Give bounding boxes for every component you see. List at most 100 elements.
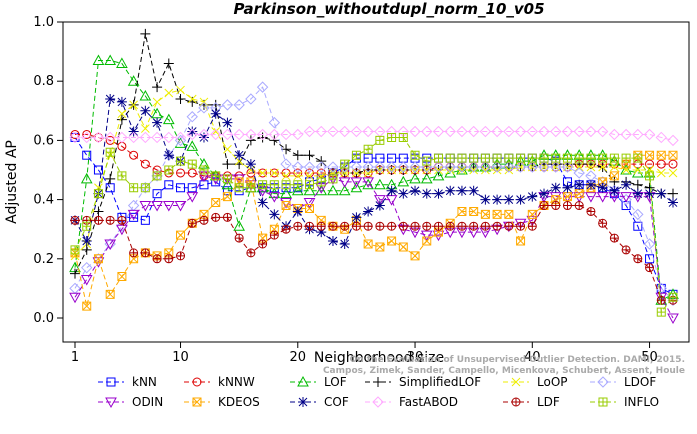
data-point <box>199 97 209 107</box>
data-point <box>316 156 327 167</box>
data-point <box>303 125 316 138</box>
data-point <box>374 195 386 206</box>
data-point <box>539 188 550 199</box>
data-point <box>281 180 291 190</box>
data-point <box>246 183 256 193</box>
data-point <box>432 169 445 181</box>
data-point <box>374 178 386 190</box>
data-point <box>139 131 152 144</box>
data-point <box>469 221 479 231</box>
data-point <box>105 215 115 225</box>
data-point <box>222 212 232 222</box>
data-point <box>280 187 292 199</box>
data-point <box>340 159 350 169</box>
data-point <box>527 209 537 219</box>
data-point <box>573 125 585 138</box>
data-point <box>258 239 268 249</box>
legend-item-ldf: LDF <box>503 395 560 409</box>
data-point <box>456 125 468 138</box>
data-point <box>245 135 256 146</box>
data-point <box>515 194 526 205</box>
legend-item-lof: LOF <box>290 375 347 389</box>
legend-item-knn: kNN <box>98 375 157 389</box>
data-point <box>176 230 186 240</box>
data-point <box>105 289 115 299</box>
data-point <box>620 128 632 141</box>
data-point <box>656 150 666 160</box>
data-point <box>561 161 574 173</box>
data-point <box>479 161 492 173</box>
data-point <box>621 245 631 255</box>
data-point <box>164 88 174 98</box>
series-line-ldf <box>75 205 673 301</box>
data-point <box>598 162 608 172</box>
data-point <box>223 144 232 154</box>
data-point <box>585 125 597 138</box>
data-point <box>82 129 92 139</box>
data-point <box>257 132 268 143</box>
data-point <box>164 180 174 190</box>
data-point <box>514 161 527 173</box>
data-point <box>93 254 103 264</box>
data-point <box>526 161 539 173</box>
data-point <box>398 221 408 231</box>
data-point <box>116 224 128 236</box>
data-point <box>186 128 198 141</box>
legend-label: INFLO <box>624 395 659 409</box>
data-point <box>93 189 103 199</box>
data-point <box>327 125 339 138</box>
data-point <box>410 150 420 160</box>
data-point <box>645 171 655 181</box>
data-point <box>550 182 561 193</box>
data-point <box>645 165 654 175</box>
data-point <box>668 292 678 302</box>
data-point <box>269 209 280 220</box>
data-point <box>69 131 81 144</box>
data-point <box>573 192 586 203</box>
data-point <box>492 209 502 219</box>
data-point <box>538 125 550 138</box>
data-point <box>609 233 619 243</box>
legend-label: KDEOS <box>218 395 260 409</box>
data-point <box>656 188 667 199</box>
data-point <box>645 263 655 273</box>
x-tick-label: 20 <box>290 350 307 365</box>
y-tick-label: 0.4 <box>33 193 54 208</box>
data-point <box>199 215 209 225</box>
data-point <box>433 221 443 231</box>
data-point <box>281 171 291 181</box>
data-point <box>492 194 503 205</box>
x-axis-label: Neighborhood size <box>314 350 444 366</box>
y-tick-label: 0.8 <box>33 74 54 89</box>
data-point <box>338 125 351 138</box>
data-point <box>221 99 234 111</box>
data-point <box>305 171 314 181</box>
credit-line-2: Campos, Zimek, Sander, Campello, Micenko… <box>323 366 685 376</box>
data-point <box>140 28 151 39</box>
data-point <box>211 171 221 181</box>
data-point <box>305 203 315 213</box>
series-loop <box>70 85 678 261</box>
data-point <box>105 147 115 157</box>
data-point <box>211 198 221 208</box>
legend-marker <box>373 377 383 387</box>
credit-line-1: On the Evaluation of Unsupervised Outlie… <box>350 355 685 365</box>
data-point <box>585 192 597 203</box>
data-point <box>222 159 233 170</box>
data-point <box>82 150 92 160</box>
data-point <box>151 107 163 119</box>
data-point <box>104 239 117 251</box>
data-point <box>316 171 326 181</box>
data-point <box>420 172 433 184</box>
data-point <box>268 128 281 141</box>
data-point <box>316 168 326 178</box>
legend-marker <box>297 375 309 387</box>
data-point <box>539 201 549 211</box>
data-point <box>70 251 80 261</box>
series-fastabod <box>69 125 679 147</box>
data-point <box>198 102 210 114</box>
data-point <box>387 221 397 231</box>
data-point <box>598 218 608 228</box>
data-point <box>467 161 480 173</box>
data-point <box>420 230 433 242</box>
